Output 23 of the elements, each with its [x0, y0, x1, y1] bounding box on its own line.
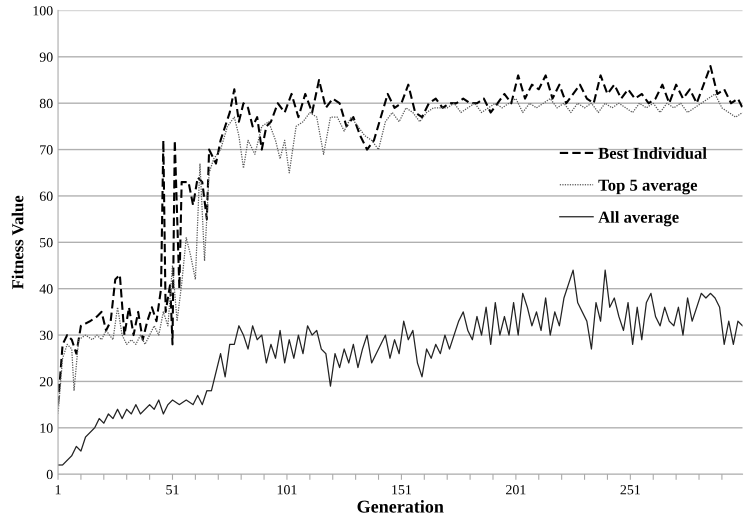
y-tick-label: 0 — [46, 470, 53, 480]
legend-label: Best Individual — [598, 147, 707, 159]
y-tick-label: 40 — [40, 284, 53, 294]
x-tick-label: 1 — [56, 485, 61, 494]
y-tick-label: 100 — [34, 6, 53, 16]
x-tick-label: 51 — [166, 485, 179, 494]
y-tick-label: 10 — [40, 423, 53, 433]
x-tick-label: 251 — [620, 485, 640, 494]
legend-label: All average — [598, 211, 679, 226]
line-series — [58, 270, 743, 466]
y-tick-label: 30 — [40, 330, 53, 340]
y-tick-label: 80 — [40, 98, 53, 108]
legend-label: Top 5 average — [598, 180, 698, 194]
x-tick-label: 151 — [392, 485, 411, 494]
y-tick-label: 70 — [40, 145, 53, 155]
x-axis-title: Generation — [358, 500, 444, 513]
y-axis-title: Fitness Value — [12, 196, 24, 290]
y-tick-label: 60 — [40, 192, 53, 201]
x-tick-label: 201 — [506, 485, 526, 494]
y-tick-label: 50 — [40, 238, 53, 248]
y-tick-label: 90 — [40, 52, 53, 62]
x-tick-label: 101 — [278, 485, 297, 494]
y-tick-label: 20 — [40, 377, 53, 386]
